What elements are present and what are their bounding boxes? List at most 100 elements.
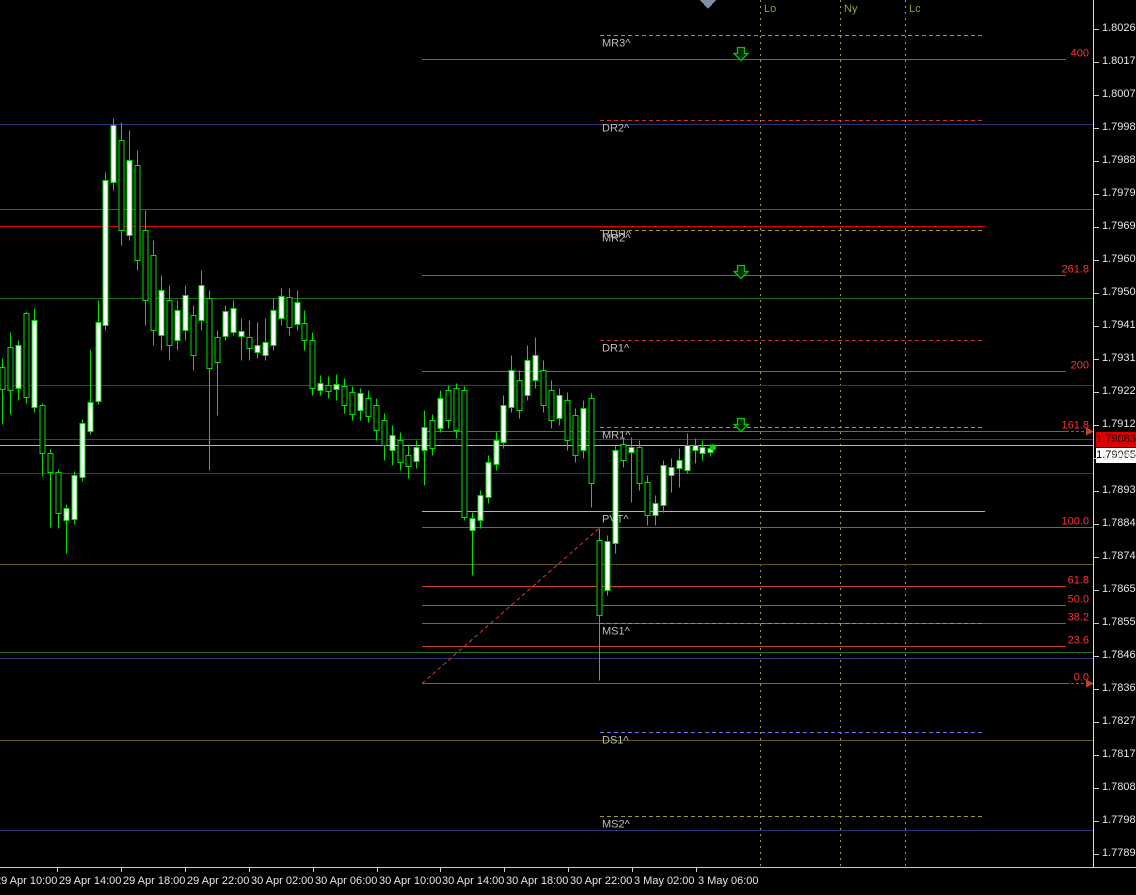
price-axis-tick — [1094, 523, 1099, 525]
fib-level-label: 50.0 — [1068, 594, 1089, 606]
price-axis-tick — [1094, 292, 1099, 294]
price-axis-label: 1.78650 — [1102, 582, 1136, 595]
time-axis-tick — [632, 868, 633, 872]
pivot-level-label: DR1^ — [602, 343, 630, 355]
time-axis-label: 3 May 06:00 — [698, 875, 759, 887]
bull-candle-body — [628, 447, 635, 453]
pivot-level-label: MR2^ — [602, 233, 631, 245]
price-axis-label: 1.78175 — [1102, 747, 1136, 760]
price-axis-label: 1.79030 — [1102, 450, 1136, 463]
bull-candle-body — [389, 435, 396, 451]
bull-candle-body — [524, 360, 531, 396]
price-axis-tick — [1094, 688, 1099, 690]
bear-candle-body — [286, 297, 293, 328]
price-axis-label: 1.77985 — [1102, 813, 1136, 826]
price-axis-label: 1.79885 — [1102, 153, 1136, 166]
pivot-level-label: DR2^ — [602, 123, 630, 135]
price-axis-label: 1.77890 — [1102, 846, 1136, 859]
time-axis-tick — [440, 868, 441, 872]
price-axis-tick — [1094, 457, 1099, 459]
fib-arrow-icon — [1086, 427, 1093, 436]
price-axis-label: 1.78935 — [1102, 483, 1136, 496]
pivot-level-label: MS1^ — [602, 626, 631, 638]
chart-plot[interactable]: Lo Ny Lc 0.0 23.6 38.2 50.0 61.8 100.0 161.8 200 26… — [0, 0, 1093, 867]
price-axis-tick — [1094, 424, 1099, 426]
bull-candle-body — [532, 355, 539, 381]
time-axis-tick — [185, 868, 186, 872]
bid-price-box: 1.79083 — [1096, 431, 1136, 447]
time-axis-tick — [57, 868, 58, 872]
bull-candle-body — [87, 402, 94, 432]
price-axis-label: 1.79315 — [1102, 351, 1136, 364]
fib-trendline[interactable] — [421, 527, 601, 684]
price-axis-tick — [1094, 655, 1099, 657]
last-price-box: 1.79065 — [1096, 447, 1136, 463]
bear-candle-body — [142, 230, 149, 301]
bear-candle-body — [190, 315, 197, 356]
down-arrow-icon[interactable] — [732, 417, 750, 433]
session-label: Lo — [764, 3, 776, 15]
bull-candle-body — [692, 445, 699, 451]
time-axis-tick — [313, 868, 314, 872]
bull-candle-body — [294, 302, 301, 325]
price-axis-label: 1.80075 — [1102, 87, 1136, 100]
time-axis[interactable]: 29 Apr 10:00 29 Apr 14:00 29 Apr 18:00 29 A… — [0, 867, 1136, 895]
bear-candle-body — [373, 405, 380, 431]
bear-candle-body — [39, 405, 46, 454]
bull-candle-body — [230, 308, 237, 333]
bear-candle-body — [246, 337, 253, 349]
price-axis-label: 1.79600 — [1102, 252, 1136, 265]
bull-candle-body — [485, 462, 492, 498]
fib-level-label: 23.6 — [1068, 635, 1089, 647]
price-axis-label: 1.79505 — [1102, 285, 1136, 298]
down-arrow-icon[interactable] — [732, 46, 750, 62]
fib-arrow-icon — [1086, 679, 1093, 688]
bull-candle-body — [222, 311, 229, 337]
bull-candle-body — [15, 345, 22, 389]
bear-candle-body — [548, 390, 555, 421]
bull-candle-body — [333, 384, 340, 390]
bull-candle-body — [556, 395, 563, 419]
bear-candle-body — [572, 415, 579, 456]
bull-candle-body — [469, 518, 476, 531]
pivot-level-label: DS1^ — [602, 735, 629, 747]
bear-candle-body — [166, 300, 173, 346]
bear-candle-body — [620, 444, 627, 461]
fib-level-label: 400 — [1071, 48, 1089, 60]
price-axis-label: 1.79125 — [1102, 417, 1136, 430]
price-axis-label: 1.78555 — [1102, 615, 1136, 628]
price-axis[interactable]: 1.79083 1.79065 1.80265 1.80170 1.80075 1.7… — [1093, 0, 1136, 867]
bull-candle-body — [238, 331, 245, 337]
price-axis-label: 1.78840 — [1102, 516, 1136, 529]
bull-candle-body — [95, 322, 102, 402]
bull-candle-body — [71, 475, 78, 520]
bull-candle-body — [676, 460, 683, 469]
bull-candle-body — [493, 440, 500, 465]
bull-candle-body — [699, 447, 706, 454]
bear-candle-body — [206, 298, 213, 369]
bear-candle-body — [214, 337, 221, 363]
time-axis-label: 30 Apr 14:00 — [442, 875, 505, 887]
bull-candle-body — [684, 445, 691, 471]
price-axis-label: 1.79695 — [1102, 219, 1136, 232]
price-axis-tick — [1094, 160, 1099, 162]
time-axis-label: 30 Apr 02:00 — [251, 875, 314, 887]
down-arrow-icon[interactable] — [732, 264, 750, 280]
price-axis-tick — [1094, 754, 1099, 756]
time-axis-label: 29 Apr 14:00 — [59, 875, 122, 887]
time-axis-label: 30 Apr 10:00 — [379, 875, 442, 887]
time-axis-tick — [696, 868, 697, 872]
time-axis-label: 29 Apr 18:00 — [123, 875, 186, 887]
bull-candle-body — [421, 427, 428, 451]
time-axis-label: 3 May 02:00 — [634, 875, 695, 887]
fib-level-label: 261.8 — [1061, 264, 1089, 276]
bull-candle-body — [652, 503, 659, 516]
bear-candle-body — [341, 386, 348, 406]
bear-candle-body — [381, 420, 388, 446]
fib-level-label: 100.0 — [1061, 516, 1089, 528]
bear-candle-body — [453, 388, 460, 431]
bull-candle-body — [182, 295, 189, 331]
bull-candle-body — [254, 345, 261, 353]
pivot-level-label: RDH^ — [602, 229, 632, 241]
